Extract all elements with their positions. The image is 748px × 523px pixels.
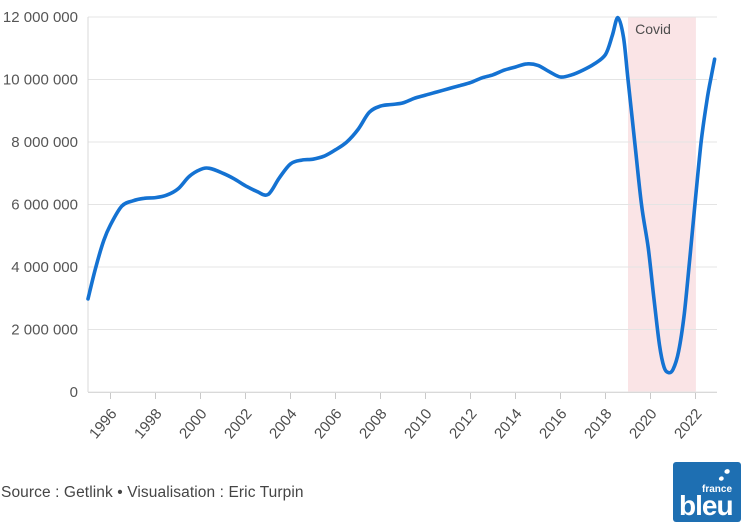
x-axis-label: 2022 [671, 406, 705, 442]
chart-line [86, 15, 717, 375]
x-axis-label: 2006 [311, 406, 345, 442]
x-axis-label: 2010 [401, 406, 435, 442]
france-bleu-mark-icon [718, 469, 730, 481]
y-axis-label: 4 000 000 [11, 259, 78, 276]
x-axis-label: 2016 [536, 406, 570, 442]
x-axis-label: 1998 [131, 406, 165, 442]
covid-band-label: Covid [635, 21, 671, 37]
y-axis-label: 6 000 000 [11, 197, 78, 214]
x-axis-label: 2008 [356, 406, 390, 442]
source-caption: Source : Getlink • Visualisation : Eric … [1, 484, 304, 501]
x-axis-label: 1996 [86, 406, 120, 442]
y-axis-label: 2 000 000 [11, 322, 78, 339]
x-axis-label: 2004 [266, 406, 300, 442]
footer: Source : Getlink • Visualisation : Eric … [0, 450, 748, 523]
y-axis-label: 0 [70, 384, 78, 401]
chart-area: 0 2 000 000 4 000 000 6 000 000 8 000 000 10 … [3, 9, 717, 442]
x-axis-label: 2012 [446, 406, 480, 442]
logo-text-bleu: bleu [679, 490, 734, 521]
logo-text-france: france [701, 484, 732, 495]
x-axis-label: 2018 [581, 406, 615, 442]
y-axis-label: 8 000 000 [11, 134, 78, 151]
france-bleu-logo: france bleu [673, 462, 741, 522]
x-axis-label: 2000 [176, 406, 210, 442]
x-axis-label: 2020 [626, 406, 660, 442]
y-axis-label: 12 000 000 [3, 9, 78, 26]
x-axis-label: 2002 [221, 406, 255, 442]
x-axis-label: 2014 [491, 406, 525, 442]
y-axis-label: 10 000 000 [3, 72, 78, 89]
traffic-line-chart: 0 2 000 000 4 000 000 6 000 000 8 000 000 10 … [3, 9, 717, 442]
